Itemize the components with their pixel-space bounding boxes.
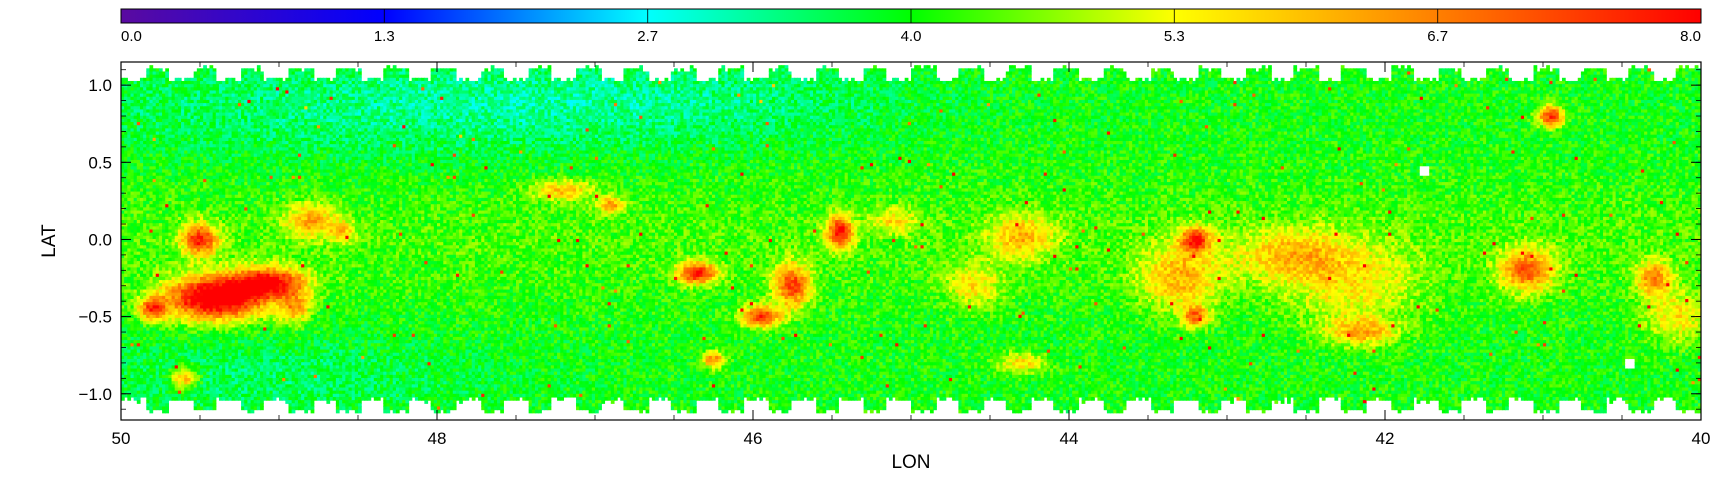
colorbar-tick-label: 8.0	[1680, 28, 1701, 45]
heatmap-cell	[137, 400, 141, 404]
colorbar-tick-label: 5.3	[1164, 28, 1185, 45]
colorbar-tick-label: 6.7	[1427, 28, 1448, 45]
colorbar-tick-label: 1.3	[374, 28, 395, 45]
colorbar: 0.0 1.3 2.7 4.0 5.3 6.7 8.0	[121, 9, 1701, 45]
colorbar-tick-label: 2.7	[637, 28, 658, 45]
heatmap-image	[121, 65, 1702, 413]
colorbar-tick-labels: 0.0 1.3 2.7 4.0 5.3 6.7 8.0	[121, 28, 1701, 45]
heatmap-cell	[165, 410, 169, 414]
colorbar-tick-label: 0.0	[121, 28, 142, 45]
colorbar-tick-label: 4.0	[901, 28, 922, 45]
